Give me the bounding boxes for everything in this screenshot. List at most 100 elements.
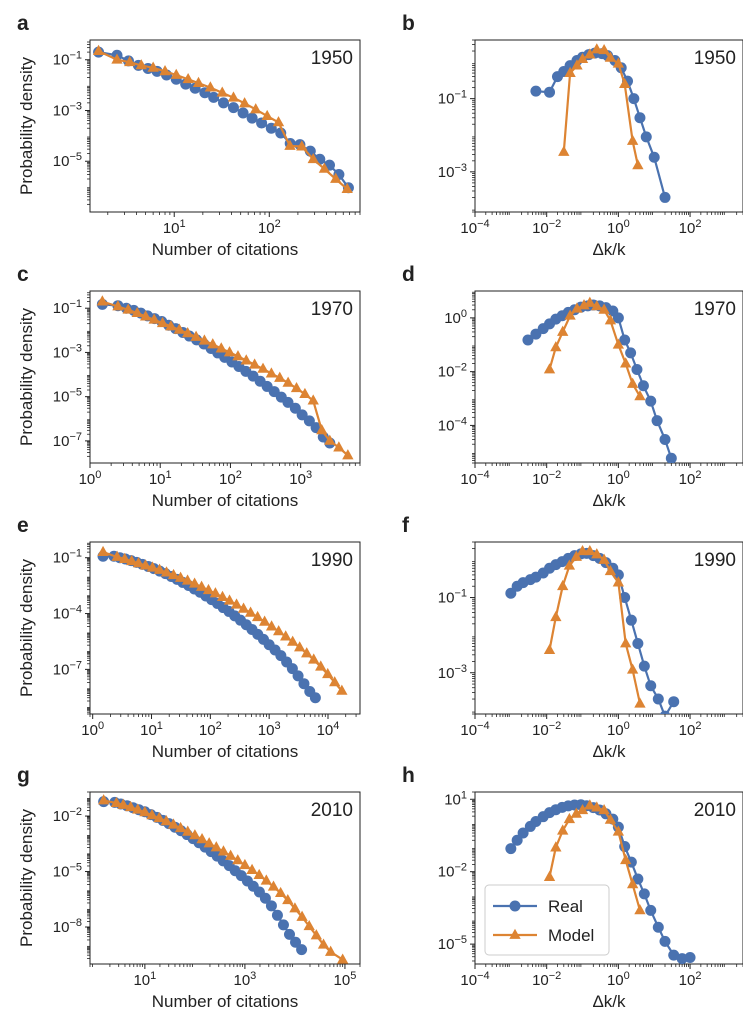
point-real bbox=[660, 434, 671, 445]
x-tick-label: 100 bbox=[607, 970, 630, 989]
point-real bbox=[645, 680, 656, 691]
y-tick-label: 10−4 bbox=[438, 415, 467, 434]
x-tick-label: 10−2 bbox=[532, 720, 561, 739]
series-real bbox=[98, 796, 307, 955]
y-tick-label: 10−2 bbox=[53, 806, 82, 825]
point-real bbox=[628, 93, 639, 104]
point-real bbox=[660, 936, 671, 947]
series-real bbox=[97, 299, 335, 449]
x-tick-label: 102 bbox=[219, 469, 242, 488]
point-model bbox=[544, 644, 555, 654]
point-model bbox=[557, 580, 568, 590]
y-tick-label: 10−7 bbox=[53, 659, 82, 678]
point-real bbox=[666, 453, 677, 464]
point-model bbox=[550, 611, 561, 621]
series-line-model bbox=[99, 51, 348, 189]
series-line-real bbox=[103, 556, 315, 697]
point-real bbox=[266, 900, 277, 911]
x-tick-label: 102 bbox=[199, 720, 222, 739]
series-line-model bbox=[103, 552, 342, 691]
year-label: 2010 bbox=[311, 800, 353, 821]
y-tick-label: 100 bbox=[444, 308, 467, 327]
point-real bbox=[685, 952, 696, 963]
panel-letter: c bbox=[17, 263, 29, 286]
point-model bbox=[620, 637, 631, 647]
point-real bbox=[639, 888, 650, 899]
y-axis-label: Probability density bbox=[17, 809, 36, 947]
point-model bbox=[632, 159, 643, 169]
y-tick-label: 10−3 bbox=[438, 162, 467, 181]
x-tick-label: 100 bbox=[81, 720, 104, 739]
y-tick-label: 10−5 bbox=[53, 862, 82, 881]
point-real bbox=[310, 692, 321, 703]
point-real bbox=[530, 86, 541, 97]
point-model bbox=[97, 546, 108, 556]
point-real bbox=[645, 396, 656, 407]
point-model bbox=[550, 341, 561, 351]
point-model bbox=[544, 871, 555, 881]
y-tick-label: 10−1 bbox=[438, 588, 467, 607]
x-tick-label: 10−2 bbox=[532, 218, 561, 237]
panel-d: 10−4 10−2 100 10210010−210−4d1970Δk/k bbox=[402, 263, 743, 510]
x-axis-label: Δk/k bbox=[592, 491, 626, 510]
y-tick-label: 10−1 bbox=[53, 298, 82, 317]
point-model bbox=[627, 135, 638, 145]
y-tick-label: 10−5 bbox=[53, 151, 82, 170]
series-line-real bbox=[102, 304, 329, 443]
y-tick-label: 101 bbox=[444, 789, 467, 808]
point-model bbox=[627, 378, 638, 388]
x-tick-label: 105 bbox=[334, 970, 357, 989]
panel-b: 10−4 10−2 100 10210−110−3b1950Δk/k bbox=[402, 12, 743, 259]
x-tick-label: 100 bbox=[607, 218, 630, 237]
point-real bbox=[278, 919, 289, 930]
x-axis-label: Number of citations bbox=[152, 240, 298, 259]
x-tick-label: 101 bbox=[133, 970, 156, 989]
panel-letter: d bbox=[402, 263, 415, 286]
point-real bbox=[625, 347, 636, 358]
series-line-model bbox=[102, 302, 348, 456]
point-model bbox=[627, 663, 638, 673]
x-tick-label: 103 bbox=[258, 720, 281, 739]
x-tick-label: 102 bbox=[679, 218, 702, 237]
panel-a: 101 10210−110−310−5a1950Number of citatio… bbox=[17, 12, 360, 259]
y-tick-label: 10−3 bbox=[53, 100, 82, 119]
panel-letter: f bbox=[402, 514, 410, 537]
year-label: 1990 bbox=[311, 550, 353, 571]
y-tick-label: 10−1 bbox=[53, 548, 82, 567]
point-model bbox=[558, 146, 569, 156]
x-axis-label: Δk/k bbox=[592, 742, 626, 761]
point-real bbox=[247, 113, 258, 124]
series-model bbox=[544, 545, 646, 708]
point-real bbox=[638, 380, 649, 391]
panel-c: 100 101 102 103 10−1 10−3 10−5 10−7 c 1970 Number … bbox=[17, 263, 360, 510]
point-model bbox=[634, 697, 645, 707]
x-tick-label: 10−4 bbox=[460, 469, 489, 488]
x-tick-label: 10−4 bbox=[460, 720, 489, 739]
series-real bbox=[98, 551, 321, 703]
y-tick-label: 10−8 bbox=[53, 917, 82, 936]
year-label: 1990 bbox=[694, 550, 736, 571]
x-tick-label: 101 bbox=[149, 469, 172, 488]
point-real bbox=[296, 944, 307, 955]
legend-label-real: Real bbox=[548, 897, 583, 916]
y-tick-label: 10−5 bbox=[438, 934, 467, 953]
y-tick-label: 10−5 bbox=[53, 387, 82, 406]
x-tick-label: 103 bbox=[289, 469, 312, 488]
point-real bbox=[272, 910, 283, 921]
y-tick-label: 10−2 bbox=[438, 362, 467, 381]
legend-marker-real bbox=[510, 901, 521, 912]
point-model bbox=[337, 953, 348, 963]
panel-letter: b bbox=[402, 12, 415, 35]
panel-e: 100 101 102 103 10410−110−410−7e1990Number o… bbox=[17, 514, 360, 761]
panel-letter: g bbox=[17, 764, 30, 787]
panel-letter: e bbox=[17, 514, 29, 537]
x-axis-label: Number of citations bbox=[152, 992, 298, 1011]
y-tick-label: 10−1 bbox=[438, 89, 467, 108]
y-tick-label: 10−1 bbox=[53, 50, 82, 69]
point-real bbox=[639, 661, 650, 672]
y-tick-label: 10−3 bbox=[53, 342, 82, 361]
x-axis-label: Number of citations bbox=[152, 491, 298, 510]
point-real bbox=[668, 696, 679, 707]
x-axis-label: Number of citations bbox=[152, 742, 298, 761]
